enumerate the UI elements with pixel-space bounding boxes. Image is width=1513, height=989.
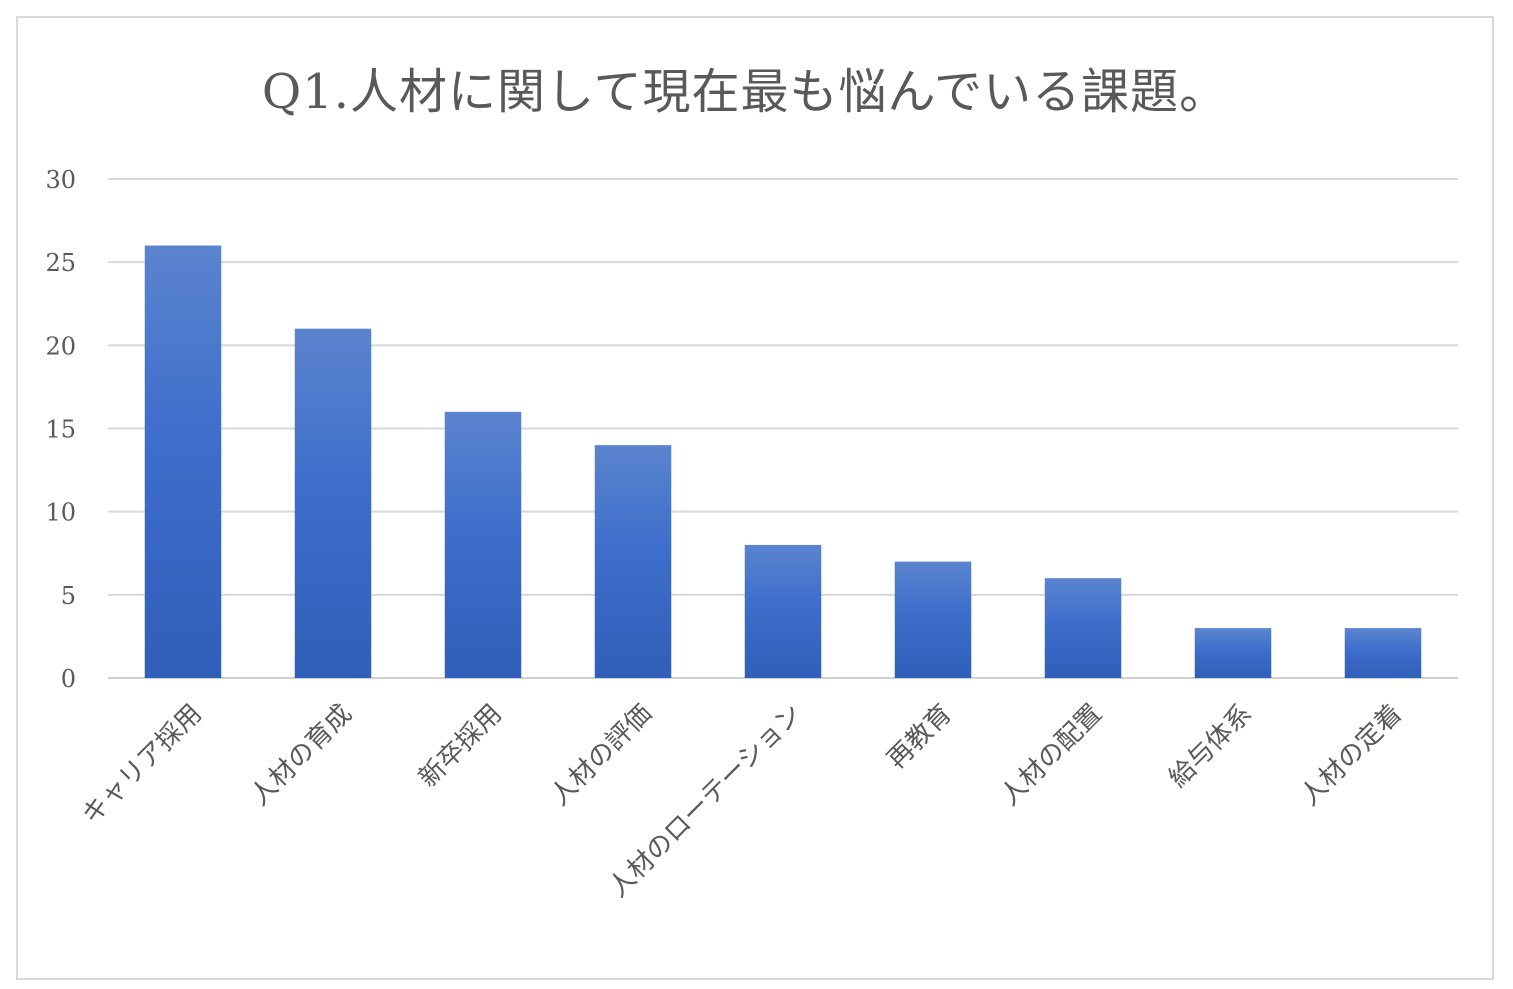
y-tick-label: 0 [61,665,76,693]
x-category-label: 人材の配置 [995,699,1108,812]
y-tick-label: 15 [45,416,76,444]
x-category-label: キャリア採用 [76,699,208,831]
bar [894,561,972,678]
chart-frame [16,16,1494,980]
bar [144,245,222,679]
y-tick-label: 25 [45,249,76,277]
x-category-label: 再教育 [882,699,958,775]
bar [744,544,822,678]
x-category-label: 給与体系 [1163,699,1258,794]
bar [1044,578,1122,678]
x-category-label: 人材の育成 [245,699,358,812]
y-tick-label: 30 [45,166,76,194]
bar [444,411,522,678]
y-tick-label: 20 [45,332,76,360]
chart-title: Q1.人材に関して現在最も悩んでいる課題。 [261,64,1229,120]
bar [1194,628,1272,678]
x-category-label: 人材の評価 [545,699,658,812]
bar [1344,628,1422,678]
x-category-label: 人材の定着 [1295,699,1408,812]
x-category-label: 新卒採用 [413,699,508,794]
y-tick-label: 10 [45,499,76,527]
bar [294,328,372,678]
bar [594,445,672,678]
y-tick-label: 5 [61,582,76,610]
